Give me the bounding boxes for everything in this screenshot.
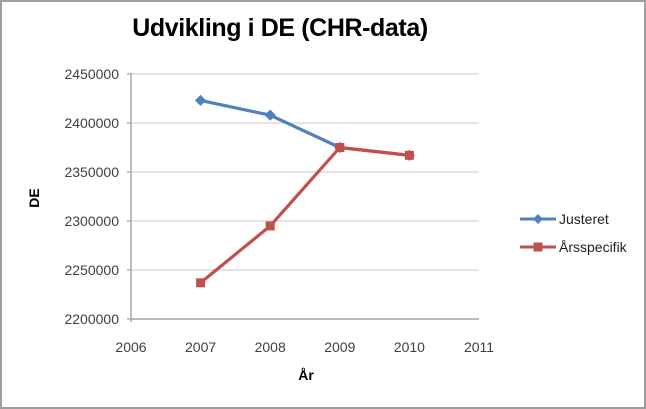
x-tick-label: 2010 — [394, 339, 425, 355]
x-tick-label: 2008 — [255, 339, 286, 355]
y-tick-label: 2200000 — [64, 311, 119, 327]
y-tick-label: 2450000 — [64, 66, 119, 82]
legend: Justeret Årsspecifik — [519, 210, 627, 266]
legend-label: Årsspecifik — [559, 238, 627, 255]
diamond-marker — [533, 213, 543, 224]
y-tick-label: 2400000 — [64, 115, 119, 131]
legend-key — [520, 213, 556, 224]
legend-key — [520, 242, 556, 251]
legend-item: Årsspecifik — [519, 238, 627, 255]
series-line-justeret — [200, 98, 410, 157]
legend-item: Justeret — [519, 210, 627, 227]
y-tick-label: 2300000 — [64, 213, 119, 229]
square-marker — [335, 143, 345, 152]
square-marker — [196, 278, 206, 288]
x-tick-label: 2006 — [115, 339, 146, 355]
diamond-marker — [264, 109, 276, 121]
x-tick-label: 2007 — [185, 339, 216, 355]
square-marker — [533, 242, 543, 251]
y-tick-label: 2250000 — [64, 262, 119, 278]
y-axis-title: DE — [26, 188, 42, 208]
x-tick-label: 2009 — [324, 339, 355, 355]
x-tick-label: 2011 — [464, 339, 494, 355]
diamond-marker — [195, 94, 207, 107]
square-marker — [265, 221, 275, 231]
x-axis-title: År — [298, 367, 314, 383]
y-tick-label: 2350000 — [64, 164, 119, 180]
series-line-årsspecifik — [199, 145, 410, 284]
square-marker — [404, 150, 414, 160]
chart-title: Udvikling i DE (CHR-data) — [132, 14, 428, 42]
legend-label: Justeret — [559, 210, 609, 227]
